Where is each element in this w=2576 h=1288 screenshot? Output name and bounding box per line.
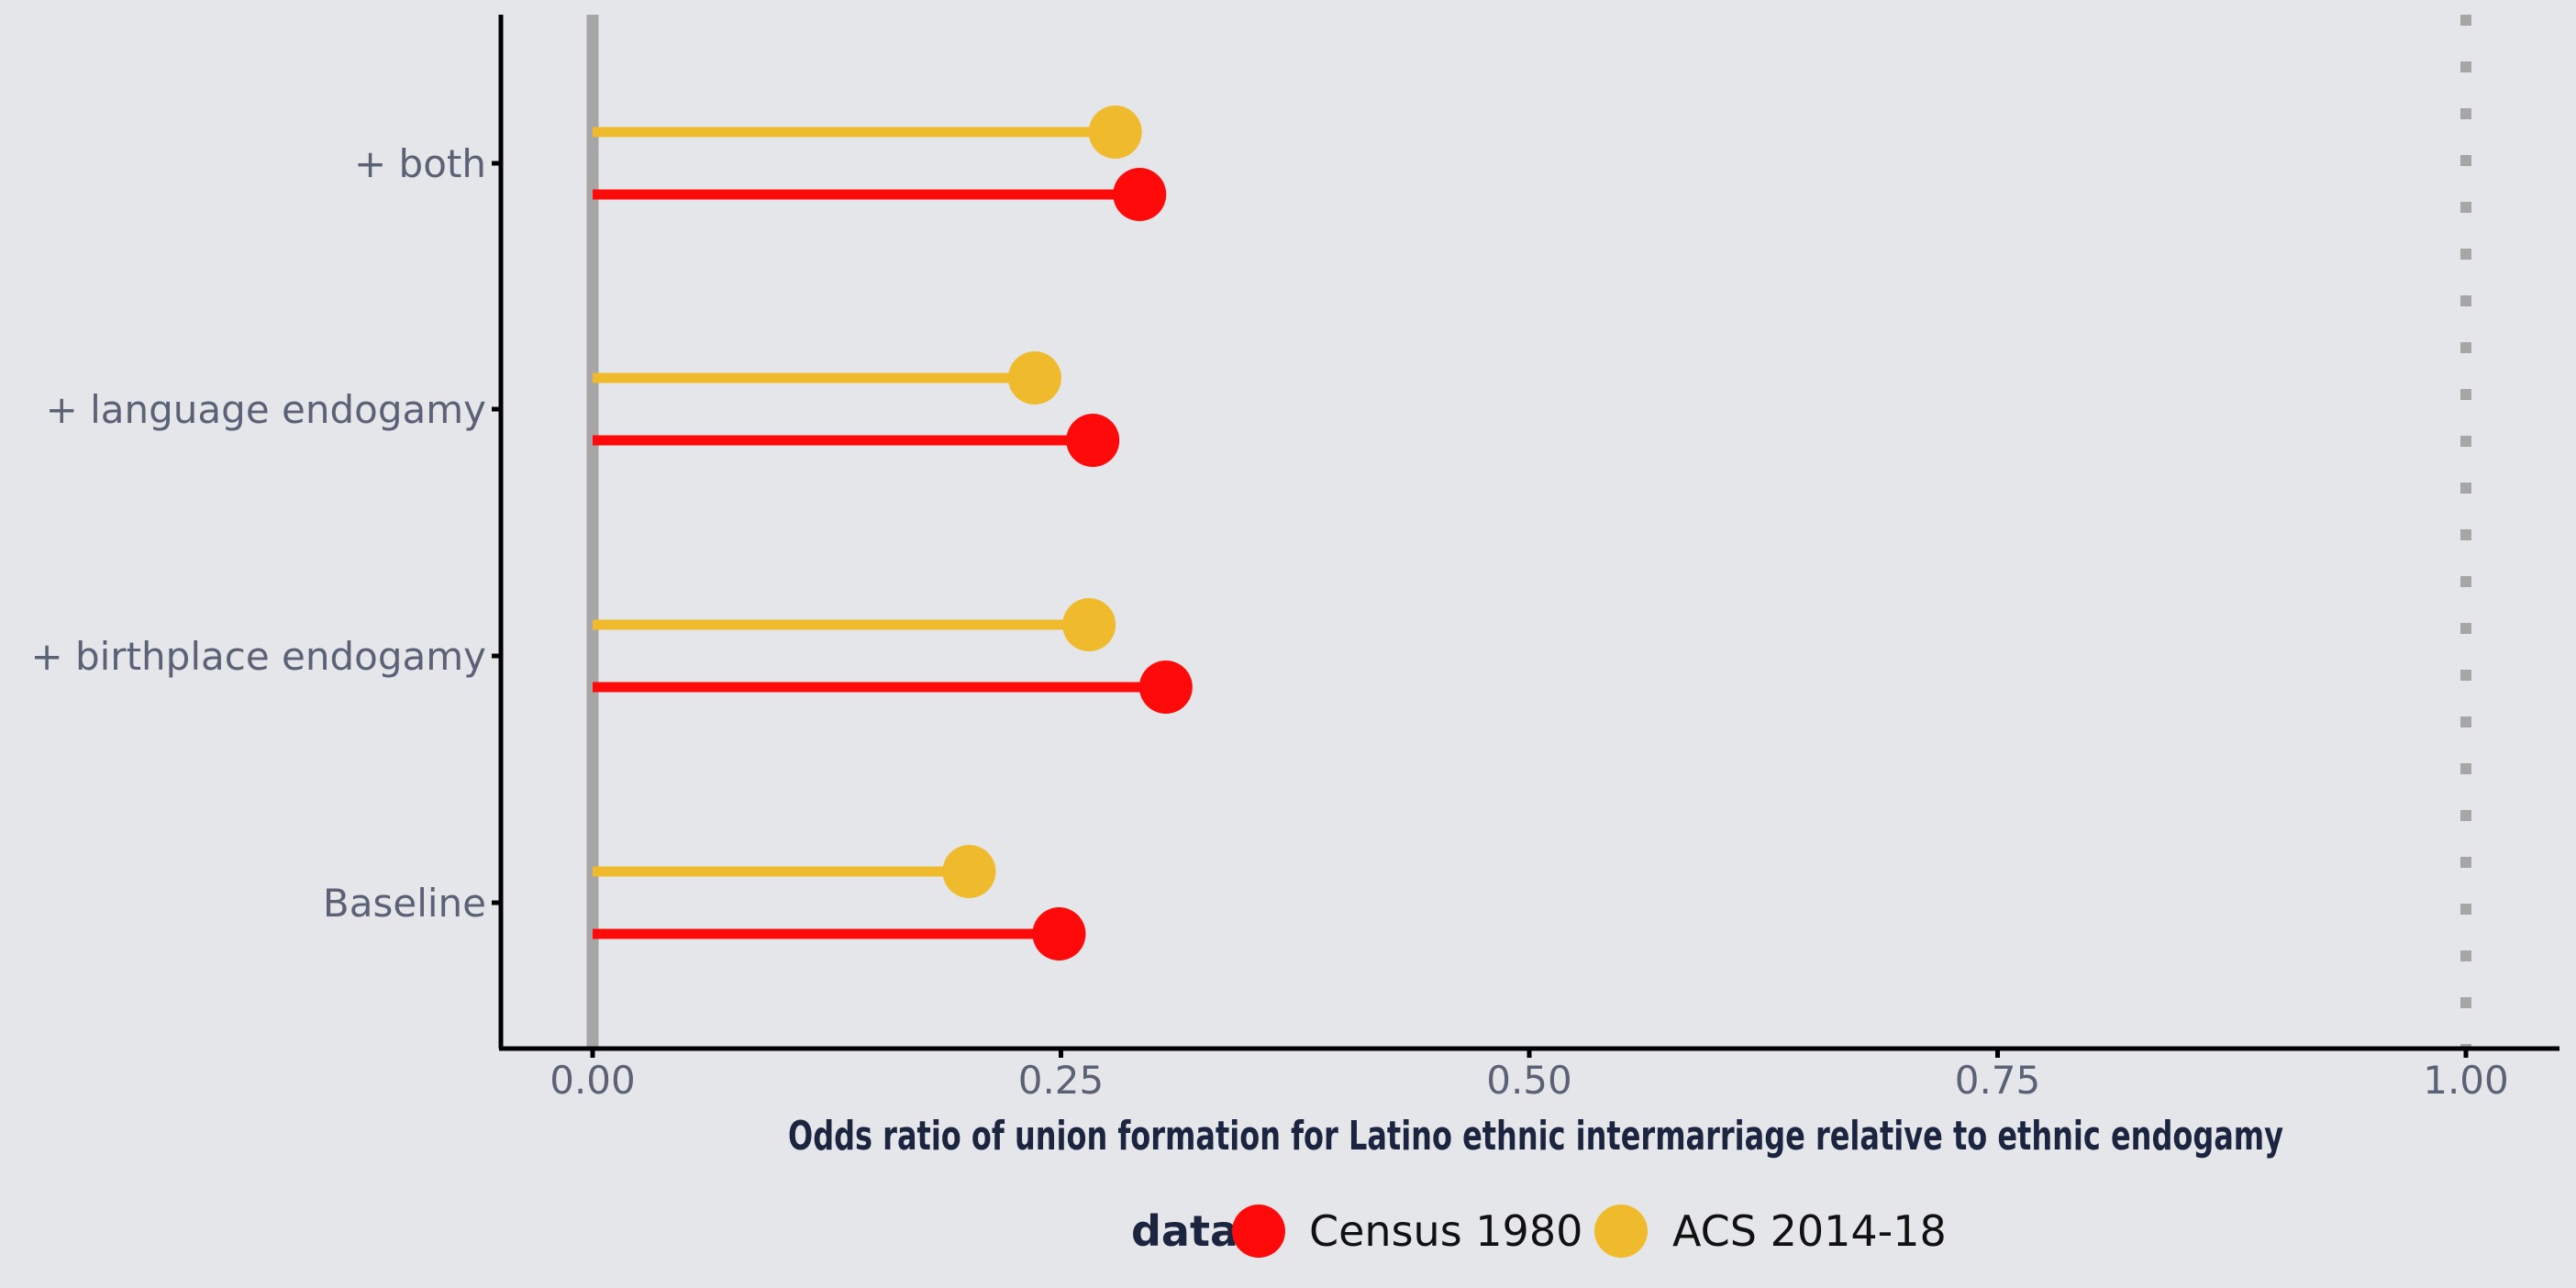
point-acs-2014-18-3 <box>942 845 996 898</box>
point-acs-2014-18-0 <box>1088 105 1142 159</box>
legend-label-census-1980: Census 1980 <box>1309 1206 1582 1256</box>
x-tick-label: 0.25 <box>1018 1058 1105 1103</box>
legend: data Census 1980 ACS 2014-18 <box>1131 1205 1947 1258</box>
x-axis-title: Odds ratio of union formation for Latino… <box>788 1113 2283 1160</box>
y-tick-label: + language endogamy <box>46 387 486 432</box>
point-acs-2014-18-2 <box>1062 598 1116 651</box>
point-census-1980-2 <box>1138 661 1193 714</box>
legend-key-census-1980 <box>1232 1205 1285 1258</box>
y-tick-label: Baseline <box>323 881 486 926</box>
point-census-1980-3 <box>1032 907 1086 960</box>
y-tick-label: + both <box>354 141 486 186</box>
point-census-1980-1 <box>1066 414 1120 467</box>
x-axis-ticks: 0.00 0.25 0.50 0.75 1.00 <box>550 1049 2509 1103</box>
x-tick-label: 0.50 <box>1486 1058 1572 1103</box>
legend-label-acs-2014-18: ACS 2014-18 <box>1672 1206 1947 1256</box>
point-census-1980-0 <box>1113 168 1167 221</box>
point-acs-2014-18-1 <box>1007 351 1061 405</box>
legend-key-acs-2014-18 <box>1594 1205 1648 1258</box>
x-tick-label: 1.00 <box>2423 1058 2509 1103</box>
y-tick-label: + birthplace endogamy <box>30 634 486 679</box>
series-layer <box>593 105 1193 960</box>
x-tick-label: 0.00 <box>550 1058 636 1103</box>
x-tick-label: 0.75 <box>1955 1058 2041 1103</box>
legend-title: data <box>1131 1206 1238 1256</box>
y-axis-ticks: + both + language endogamy + birthplace en… <box>30 141 501 926</box>
